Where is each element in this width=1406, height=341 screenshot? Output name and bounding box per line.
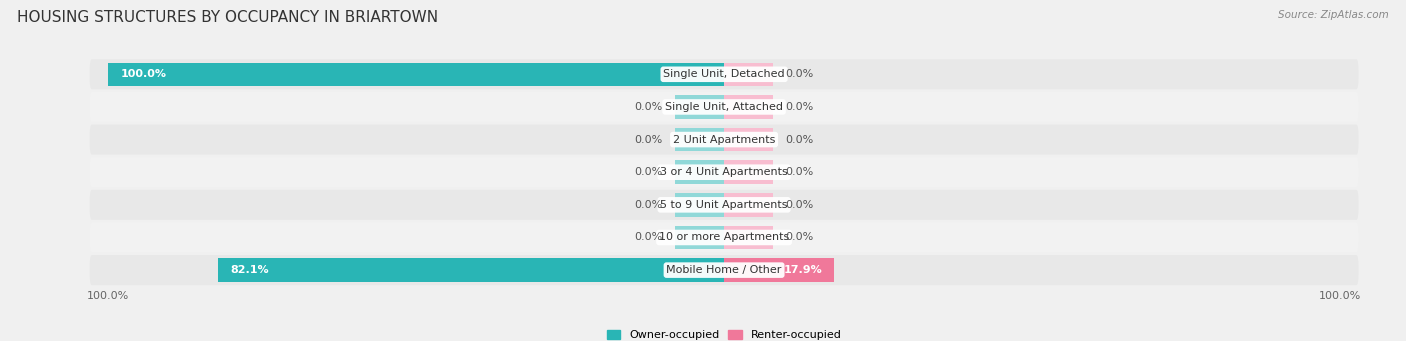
Text: 5 to 9 Unit Apartments: 5 to 9 Unit Apartments xyxy=(661,200,787,210)
Text: 17.9%: 17.9% xyxy=(783,265,823,275)
Text: 0.0%: 0.0% xyxy=(786,167,814,177)
Bar xyxy=(724,62,773,86)
Bar xyxy=(675,128,724,151)
Bar xyxy=(724,95,773,119)
Bar xyxy=(675,95,724,119)
Bar xyxy=(675,161,724,184)
Text: 0.0%: 0.0% xyxy=(634,135,662,145)
Bar xyxy=(724,161,773,184)
Text: Single Unit, Detached: Single Unit, Detached xyxy=(664,69,785,79)
Text: 0.0%: 0.0% xyxy=(634,200,662,210)
FancyBboxPatch shape xyxy=(90,92,1358,122)
Text: 2 Unit Apartments: 2 Unit Apartments xyxy=(673,135,775,145)
Text: 0.0%: 0.0% xyxy=(634,233,662,242)
Bar xyxy=(724,226,773,249)
Bar xyxy=(675,226,724,249)
Bar xyxy=(218,258,724,282)
Text: 0.0%: 0.0% xyxy=(634,167,662,177)
Text: Source: ZipAtlas.com: Source: ZipAtlas.com xyxy=(1278,10,1389,20)
Text: 0.0%: 0.0% xyxy=(786,233,814,242)
Text: 0.0%: 0.0% xyxy=(786,200,814,210)
FancyBboxPatch shape xyxy=(90,190,1358,220)
Text: 0.0%: 0.0% xyxy=(634,102,662,112)
Bar xyxy=(675,193,724,217)
Bar xyxy=(108,62,724,86)
Bar xyxy=(724,258,834,282)
Text: 0.0%: 0.0% xyxy=(786,102,814,112)
Text: 0.0%: 0.0% xyxy=(786,135,814,145)
Text: HOUSING STRUCTURES BY OCCUPANCY IN BRIARTOWN: HOUSING STRUCTURES BY OCCUPANCY IN BRIAR… xyxy=(17,10,439,25)
Text: 3 or 4 Unit Apartments: 3 or 4 Unit Apartments xyxy=(661,167,787,177)
Text: 10 or more Apartments: 10 or more Apartments xyxy=(659,233,789,242)
Legend: Owner-occupied, Renter-occupied: Owner-occupied, Renter-occupied xyxy=(602,326,846,341)
Bar xyxy=(724,193,773,217)
FancyBboxPatch shape xyxy=(90,222,1358,252)
Text: 0.0%: 0.0% xyxy=(786,69,814,79)
Text: 82.1%: 82.1% xyxy=(231,265,270,275)
FancyBboxPatch shape xyxy=(90,124,1358,154)
FancyBboxPatch shape xyxy=(90,157,1358,187)
FancyBboxPatch shape xyxy=(90,59,1358,89)
FancyBboxPatch shape xyxy=(90,255,1358,285)
Text: Single Unit, Attached: Single Unit, Attached xyxy=(665,102,783,112)
Text: Mobile Home / Other: Mobile Home / Other xyxy=(666,265,782,275)
Bar xyxy=(724,128,773,151)
Text: 100.0%: 100.0% xyxy=(121,69,166,79)
